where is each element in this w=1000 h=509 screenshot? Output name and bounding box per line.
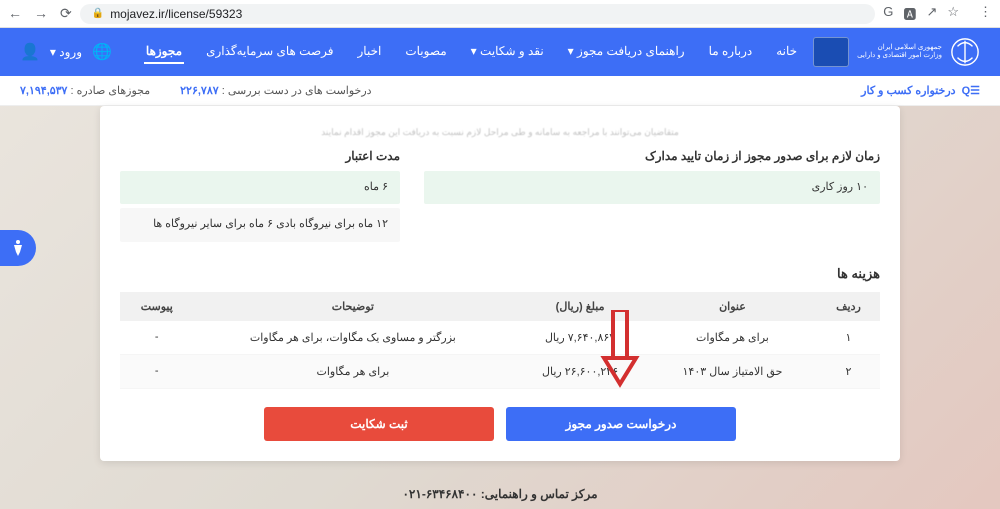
stats-title: درختواره کسب و کار [861, 84, 955, 97]
ministry-text: جمهوری اسلامی ایرانوزارت امور اقتصادی و … [857, 44, 942, 61]
tree-icon: ☰Q [962, 84, 980, 97]
nav-news[interactable]: اخبار [356, 40, 384, 64]
nav-complaint[interactable]: نقد و شکایت ▾ [469, 40, 546, 64]
nav-approvals[interactable]: مصوبات [403, 40, 448, 64]
submit-complaint-button[interactable]: ثبت شکایت [264, 407, 494, 441]
nav-about[interactable]: درباره ما [707, 40, 755, 64]
validity-value2: ۱۲ ماه برای نیروگاه بادی ۶ ماه برای سایر… [120, 208, 400, 242]
translate-icon[interactable]: 🅰 [903, 4, 916, 23]
nav-menu: خانه درباره ما راهنمای دریافت مجوز ▾ نقد… [144, 40, 799, 64]
content-card: متقاضیان می‌توانند با مراجعه به سامانه و… [100, 106, 900, 461]
google-icon[interactable]: G [883, 4, 893, 23]
accessibility-button[interactable] [0, 230, 36, 266]
forward-icon[interactable]: → [34, 5, 48, 22]
star-icon[interactable]: ☆ [947, 4, 959, 23]
stats-bar: ☰Q درختواره کسب و کار درخواست های در دست… [0, 76, 1000, 106]
stat-issued: مجوزهای صادره : ۷,۱۹۴,۵۳۷ [20, 84, 150, 97]
share-icon[interactable]: ↗ [926, 4, 937, 23]
th-desc: توضیحات [194, 292, 513, 321]
reload-icon[interactable]: ⟳ [60, 5, 72, 22]
main-header: جمهوری اسلامی ایرانوزارت امور اقتصادی و … [0, 28, 1000, 76]
validity-value1: ۶ ماه [120, 171, 400, 205]
time-value: ۱۰ روز کاری [424, 171, 880, 205]
nav-investment[interactable]: فرصت های سرمایه‌گذاری [204, 40, 335, 64]
nav-guide[interactable]: راهنمای دریافت مجوز ▾ [566, 40, 687, 64]
request-license-button[interactable]: درخواست صدور مجوز [506, 407, 736, 441]
table-row: ۱ برای هر مگاوات ۷,۶۴۰,۸۶۷ ریال بزرگتر و… [120, 321, 880, 355]
globe-icon[interactable]: 🌐 [92, 42, 112, 62]
arrow-callout [600, 310, 640, 395]
stat-pending: درخواست های در دست بررسی : ۲۲۶,۷۸۷ [180, 84, 371, 97]
ministry-logo-icon [813, 37, 849, 67]
table-row: ۲ حق الامتیاز سال ۱۴۰۳ ۲۶,۶۰۰,۲۳۶ ریال ب… [120, 354, 880, 388]
time-title: زمان لازم برای صدور مجوز از زمان تایید م… [424, 149, 880, 163]
user-icon[interactable]: 👤 [20, 42, 40, 62]
menu-icon[interactable]: ⋮ [979, 4, 992, 23]
login-link[interactable]: ورود ▾ [50, 45, 82, 59]
url-bar[interactable]: 🔒 mojavez.ir/license/59323 [80, 4, 876, 24]
nav-licenses[interactable]: مجوزها [144, 40, 184, 64]
costs-table: ردیف عنوان مبلغ (ریال) توضیحات پیوست ۱ ب… [120, 292, 880, 389]
browser-bar: ← → ⟳ 🔒 mojavez.ir/license/59323 G 🅰 ↗ ☆… [0, 0, 1000, 28]
th-subject: عنوان [648, 292, 817, 321]
back-icon[interactable]: ← [8, 5, 22, 22]
th-row: ردیف [817, 292, 880, 321]
costs-title: هزینه ها [120, 266, 880, 282]
iran-emblem-icon [950, 37, 980, 67]
th-attach: پیوست [120, 292, 194, 321]
footer-contact: مرکز تماس و راهنمایی: ۶۳۴۶۸۴۰۰-۰۲۱ [0, 487, 1000, 501]
lock-icon: 🔒 [92, 8, 104, 19]
blurred-header-text: متقاضیان می‌توانند با مراجعه به سامانه و… [120, 122, 880, 149]
nav-home[interactable]: خانه [774, 40, 799, 64]
url-text: mojavez.ir/license/59323 [110, 7, 242, 21]
validity-title: مدت اعتبار [120, 149, 400, 163]
